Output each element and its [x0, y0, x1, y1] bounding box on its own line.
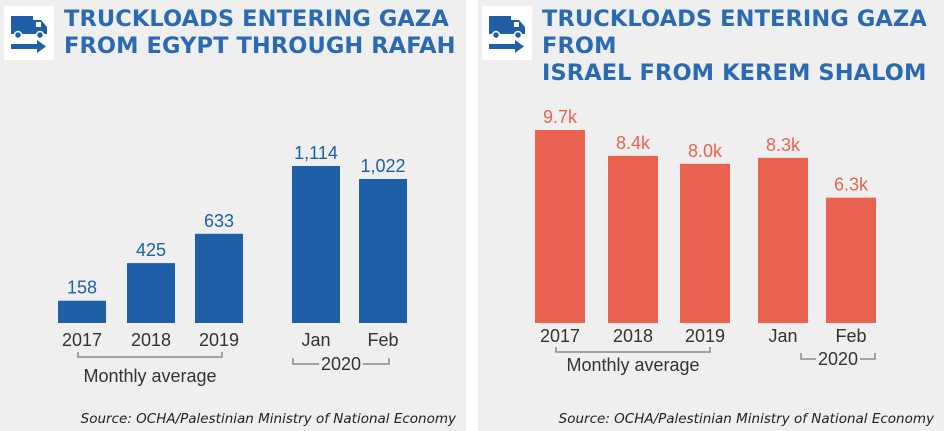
category-label: 2017 [540, 326, 580, 346]
category-label: Feb [367, 330, 398, 350]
chart-header: TRUCKLOADS ENTERING GAZA FROM EGYPT THRO… [0, 0, 466, 64]
bar-feb [826, 197, 876, 323]
truck-arrow-icon [482, 6, 532, 60]
data-label: 1,022 [360, 156, 405, 176]
truck-arrow-icon [4, 6, 54, 60]
bar-jan [758, 157, 808, 323]
bar-feb [359, 178, 407, 323]
group-label-monthly: Monthly average [566, 355, 699, 375]
bar-2019 [680, 163, 730, 323]
data-label: 633 [204, 211, 234, 231]
data-label: 1,114 [294, 143, 338, 163]
chart-title: TRUCKLOADS ENTERING GAZA FROM EGYPT THRO… [64, 6, 456, 59]
group-label-2020: 2020 [818, 349, 858, 369]
bar-2017 [535, 130, 585, 323]
data-label: 8.0k [688, 141, 723, 161]
source-note: Source: OCHA/Palestinian Ministry of Nat… [80, 411, 456, 427]
group-bracket-monthly [555, 347, 711, 353]
category-label: 2018 [131, 330, 171, 350]
bar-chart-rafah: 158 2017 425 2018 633 2019 1,114 Jan 1,022 Feb Mon… [58, 143, 407, 386]
category-label: Jan [768, 326, 797, 346]
category-label: Feb [835, 326, 866, 346]
source-note: Source: OCHA/Palestinian Ministry of Nat… [558, 411, 934, 427]
bar-2017 [58, 300, 106, 323]
group-bracket-2020-left [800, 353, 816, 360]
chart-header: TRUCKLOADS ENTERING GAZA FROM ISRAEL FRO… [478, 0, 944, 86]
bar-jan [292, 166, 340, 323]
data-label: 8.4k [616, 133, 651, 153]
group-label-2020: 2020 [321, 354, 361, 374]
data-label: 8.3k [766, 135, 801, 155]
group-label-monthly: Monthly average [83, 366, 216, 386]
category-label: 2019 [685, 326, 725, 346]
category-label: 2018 [613, 326, 653, 346]
group-bracket-2020-right [860, 353, 876, 360]
bar-2019 [195, 233, 243, 323]
bar-chart-kerem-shalom: 9.7k 2017 8.4k 2018 8.0k 2019 8.3k Jan 6.3k Feb Mo… [535, 107, 876, 375]
data-label: 9.7k [543, 107, 578, 127]
group-bracket-2020-left [292, 358, 319, 365]
data-label: 158 [67, 278, 97, 298]
data-label: 425 [136, 240, 166, 260]
category-label: 2019 [199, 330, 239, 350]
group-bracket-2020-right [363, 358, 390, 365]
bar-2018 [608, 155, 658, 323]
bar-2018 [127, 263, 175, 323]
category-label: Jan [301, 330, 330, 350]
chart-panel-kerem-shalom: TRUCKLOADS ENTERING GAZA FROM ISRAEL FRO… [478, 0, 944, 431]
category-label: 2017 [62, 330, 102, 350]
chart-title: TRUCKLOADS ENTERING GAZA FROM ISRAEL FRO… [542, 6, 927, 86]
group-bracket-monthly [77, 352, 223, 358]
chart-panel-rafah: TRUCKLOADS ENTERING GAZA FROM EGYPT THRO… [0, 0, 466, 431]
data-label: 6.3k [834, 175, 869, 195]
